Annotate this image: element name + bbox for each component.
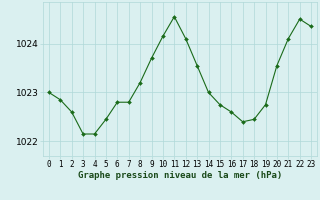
X-axis label: Graphe pression niveau de la mer (hPa): Graphe pression niveau de la mer (hPa): [78, 171, 282, 180]
